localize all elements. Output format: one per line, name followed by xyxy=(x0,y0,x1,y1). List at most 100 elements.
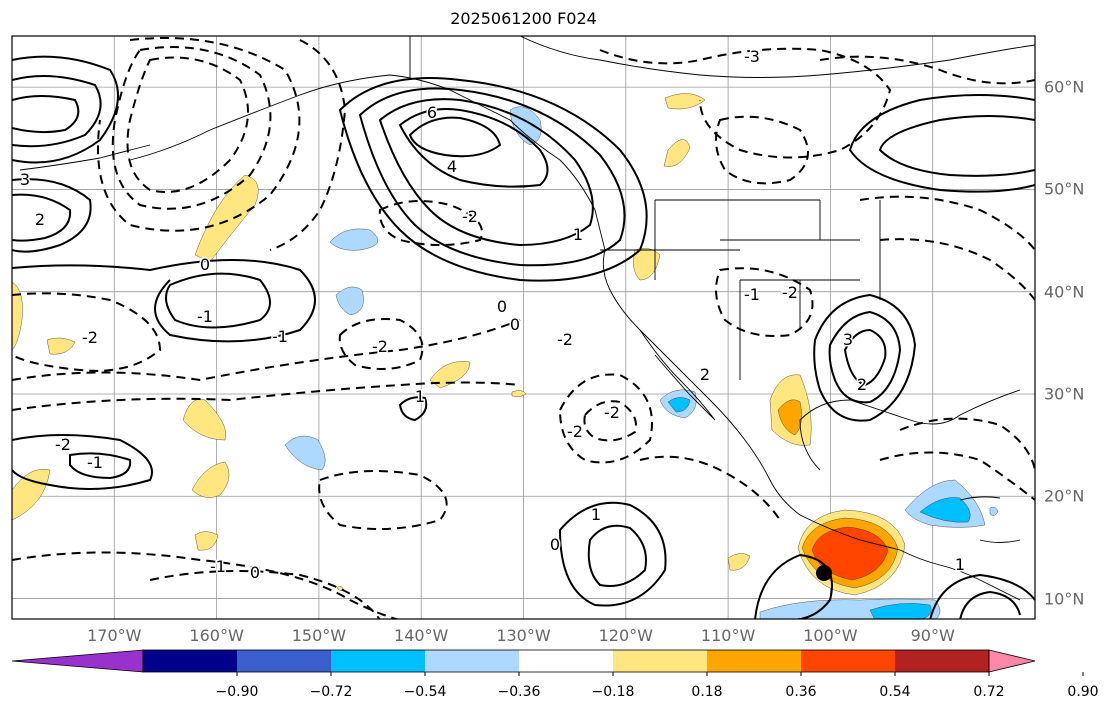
contour-label: 0 xyxy=(200,255,210,274)
colorbar-tick-label: −0.18 xyxy=(591,684,635,700)
contour-label: 1 xyxy=(955,555,965,574)
latitude-tick-label: 40°N xyxy=(1044,282,1085,302)
positive-contour xyxy=(408,116,502,158)
positive-anomaly-patch xyxy=(777,399,802,436)
contour-label: -2 xyxy=(782,283,798,302)
negative-anomaly-patch xyxy=(329,228,379,251)
contour-label: -2 xyxy=(604,403,620,422)
contour-label: -3 xyxy=(744,47,760,66)
latitude-tick-label: 60°N xyxy=(1044,77,1085,97)
contour-label: -2 xyxy=(372,337,388,356)
negative-contour xyxy=(97,37,301,232)
negative-contour xyxy=(899,417,1035,471)
contour-label: -2 xyxy=(82,328,98,347)
contour-label: -2 xyxy=(55,435,71,454)
aleutian-islands xyxy=(19,144,151,171)
positive-anomaly-patch xyxy=(511,390,527,397)
mexico-coast xyxy=(709,399,901,551)
positive-contour xyxy=(12,178,92,253)
negative-contour xyxy=(12,292,162,372)
negative-contour xyxy=(126,56,249,193)
colorbar-bin xyxy=(237,650,332,672)
longitude-tick-label: 140°W xyxy=(394,626,449,645)
positive-anomaly-patch xyxy=(182,399,226,441)
negative-contour xyxy=(879,238,1035,301)
positive-anomaly-patch xyxy=(194,174,259,263)
alaska-coast xyxy=(129,74,596,211)
longitude-tick-label: 160°W xyxy=(189,626,244,645)
colorbar-bin xyxy=(895,650,990,672)
negative-anomaly-patch xyxy=(335,286,364,316)
negative-anomaly-patch xyxy=(667,397,691,413)
positive-contour xyxy=(378,98,594,247)
negative-contour-lines xyxy=(12,37,1035,619)
colorbar-bin xyxy=(613,650,708,672)
positive-anomaly-patch xyxy=(429,361,471,389)
positive-contour xyxy=(813,293,917,422)
longitude-tick-label: 130°W xyxy=(496,626,551,645)
longitude-tick-label: 110°W xyxy=(700,626,756,645)
colorbar-extend-low xyxy=(11,649,144,673)
positive-contour xyxy=(828,310,902,404)
negative-contour xyxy=(378,200,483,246)
positive-anomaly-patch xyxy=(194,531,219,551)
contour-label: 2 xyxy=(857,375,867,394)
positive-contour xyxy=(12,95,80,134)
positive-contour xyxy=(358,87,626,267)
latitude-tick-label: 10°N xyxy=(1044,589,1085,609)
colorbar-extend-high xyxy=(988,649,1036,673)
negative-contour xyxy=(819,55,1035,85)
positive-contour xyxy=(929,573,1035,619)
contour-label: -1 xyxy=(272,327,288,346)
baja-california xyxy=(639,329,716,421)
positive-contour xyxy=(12,75,102,148)
gulf-coast xyxy=(799,389,1021,471)
longitude-tick-label: 120°W xyxy=(598,626,653,645)
negative-anomaly-patch xyxy=(989,506,999,516)
colorbar-tick-label: 0.90 xyxy=(1067,684,1099,700)
longitude-tick-label: 150°W xyxy=(291,626,347,645)
colorbar-bin xyxy=(331,650,426,672)
colorbar-tick-label: 0.72 xyxy=(973,684,1005,700)
negative-contour xyxy=(269,39,347,251)
positive-contour xyxy=(12,434,153,490)
positive-contour xyxy=(398,108,549,188)
positive-contour xyxy=(848,94,1035,193)
positive-anomaly-patch xyxy=(46,337,76,355)
negative-contour xyxy=(859,195,1035,251)
contour-label: 2 xyxy=(700,365,710,384)
positive-contour xyxy=(878,115,1035,177)
negative-contour xyxy=(12,551,401,619)
map-gridlines xyxy=(12,36,1035,619)
central-america xyxy=(899,549,1021,601)
negative-contour xyxy=(715,267,814,337)
map-frame xyxy=(11,35,1036,620)
negative-contour xyxy=(583,400,637,442)
negative-contour xyxy=(12,381,521,411)
contour-label: 1 xyxy=(573,225,583,244)
positive-contour xyxy=(843,328,887,387)
contour-label: 4 xyxy=(447,157,457,176)
negative-contour xyxy=(599,47,892,159)
latitude-tick-label: 20°N xyxy=(1044,486,1085,506)
contour-label: -1 xyxy=(210,557,226,576)
colorbar-tick-label: 0.54 xyxy=(879,684,911,700)
colorbar-tick-label: −0.72 xyxy=(309,684,353,700)
positive-contour xyxy=(587,524,647,587)
colorbar-tick-label: 0.18 xyxy=(691,684,723,700)
positive-contour xyxy=(398,396,428,422)
positive-contour xyxy=(338,77,648,282)
latitude-tick-label: 50°N xyxy=(1044,179,1085,199)
negative-anomaly-patch xyxy=(509,106,542,146)
negative-contour xyxy=(111,46,272,210)
colorbar-tick-label: −0.90 xyxy=(215,684,259,700)
us-west-coast xyxy=(594,209,711,401)
contour-label: 1 xyxy=(591,505,601,524)
storm-center-marker xyxy=(816,565,832,581)
colorbar-tick-label: 0.36 xyxy=(785,684,817,700)
canada-north xyxy=(409,36,1035,80)
negative-contour xyxy=(639,455,781,521)
us-interior-borders xyxy=(600,199,881,380)
